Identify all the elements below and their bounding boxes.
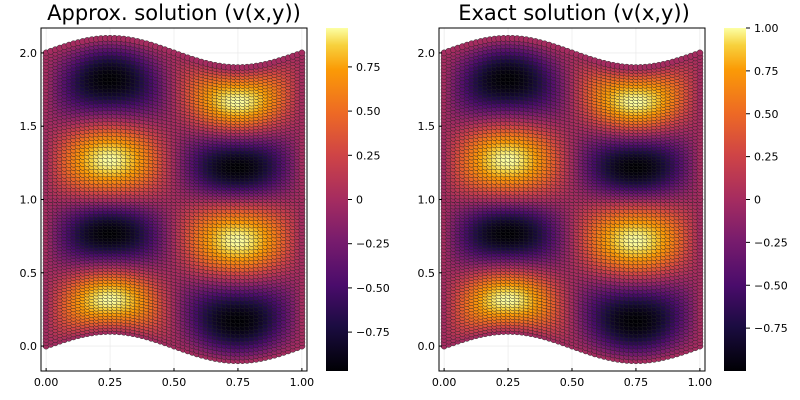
panel-approx: Approx. solution (v(x,y)) 0.00 0.25 0.50 0.… [20,1,390,389]
chart-title: Approx. solution (v(x,y)) [47,1,301,25]
scatter-points [42,34,306,365]
